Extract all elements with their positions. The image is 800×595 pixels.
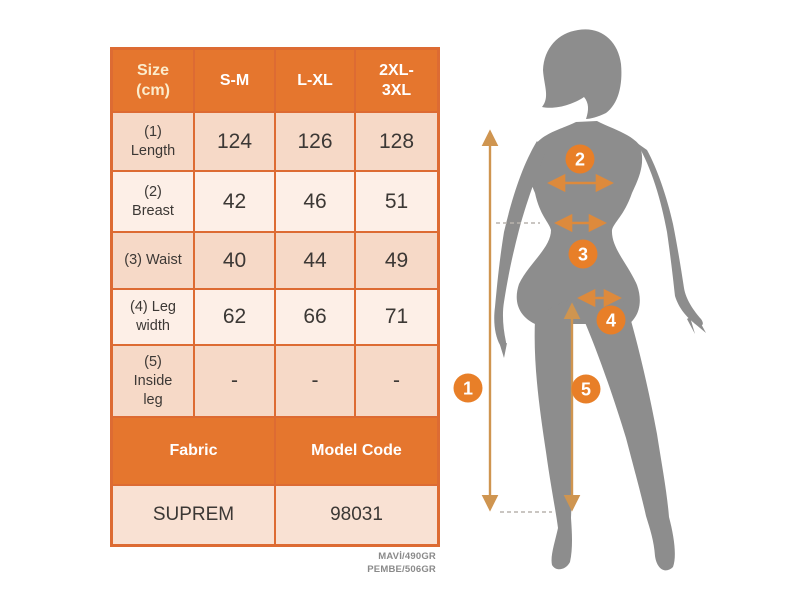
weight-notes: MAVİ/490GR PEMBE/506GR [110, 551, 436, 576]
row-label-inside-leg: (5) Inside leg [113, 346, 193, 416]
cell-waist-sm: 40 [195, 233, 274, 288]
marker-3-circle [568, 239, 598, 269]
cell-waist-lxl: 44 [276, 233, 354, 288]
header-cell-2xl-3xl: 2XL- 3XL [356, 50, 437, 111]
cell-length-lxl: 126 [276, 113, 354, 170]
footer-value-model-code: 98031 [276, 486, 437, 544]
cell-length-2xl: 128 [356, 113, 437, 170]
footer-header-model-code: Model Code [276, 418, 437, 484]
right-hand-shape [687, 317, 706, 334]
marker-4-label: 4 [606, 311, 616, 331]
cell-breast-sm: 42 [195, 172, 274, 231]
marker-5-label: 5 [581, 380, 591, 400]
row-label-breast: (2) Breast [113, 172, 193, 231]
footer-value-fabric: SUPREM [113, 486, 274, 544]
cell-insideleg-lxl: - [276, 346, 354, 416]
head-shape [542, 29, 622, 120]
marker-3-label: 3 [578, 245, 588, 265]
footer-header-fabric: Fabric [113, 418, 274, 484]
marker-2-circle [565, 144, 595, 174]
note-line-pink: PEMBE/506GR [367, 563, 436, 575]
left-hand-shape [500, 343, 507, 358]
marker-1-label: 1 [463, 379, 473, 399]
row-label-leg-width: (4) Leg width [113, 290, 193, 344]
marker-5-circle [571, 374, 601, 404]
note-line-blue: MAVİ/490GR [378, 551, 436, 562]
marker-4: 4 [596, 305, 626, 335]
marker-3: 3 [568, 239, 598, 269]
size-chart-table: Size (cm) S-M L-XL 2XL- 3XL (1) Length 1… [110, 47, 440, 547]
cell-breast-2xl: 51 [356, 172, 437, 231]
cell-legwidth-2xl: 71 [356, 290, 437, 344]
left-leg-shape [534, 300, 573, 570]
cell-length-sm: 124 [195, 113, 274, 170]
row-label-waist: (3) Waist [113, 233, 193, 288]
right-leg-shape [574, 294, 675, 571]
cell-legwidth-sm: 62 [195, 290, 274, 344]
figure-svg: 1 2 3 4 5 [453, 29, 706, 571]
left-arm-shape [494, 141, 545, 349]
body-silhouette [494, 29, 706, 571]
header-cell-l-xl: L-XL [276, 50, 354, 111]
marker-2: 2 [565, 144, 595, 174]
cell-legwidth-lxl: 66 [276, 290, 354, 344]
measurement-figure: 1 2 3 4 5 [440, 20, 780, 580]
header-cell-size-cm: Size (cm) [113, 50, 193, 111]
marker-1: 1 [453, 373, 483, 403]
marker-1-circle [453, 373, 483, 403]
header-cell-s-m: S-M [195, 50, 274, 111]
marker-4-circle [596, 305, 626, 335]
marker-5: 5 [571, 374, 601, 404]
cell-waist-2xl: 49 [356, 233, 437, 288]
cell-insideleg-2xl: - [356, 346, 437, 416]
row-label-length: (1) Length [113, 113, 193, 170]
cell-insideleg-sm: - [195, 346, 274, 416]
cell-breast-lxl: 46 [276, 172, 354, 231]
marker-2-label: 2 [575, 150, 585, 170]
right-arm-shape [637, 143, 703, 326]
